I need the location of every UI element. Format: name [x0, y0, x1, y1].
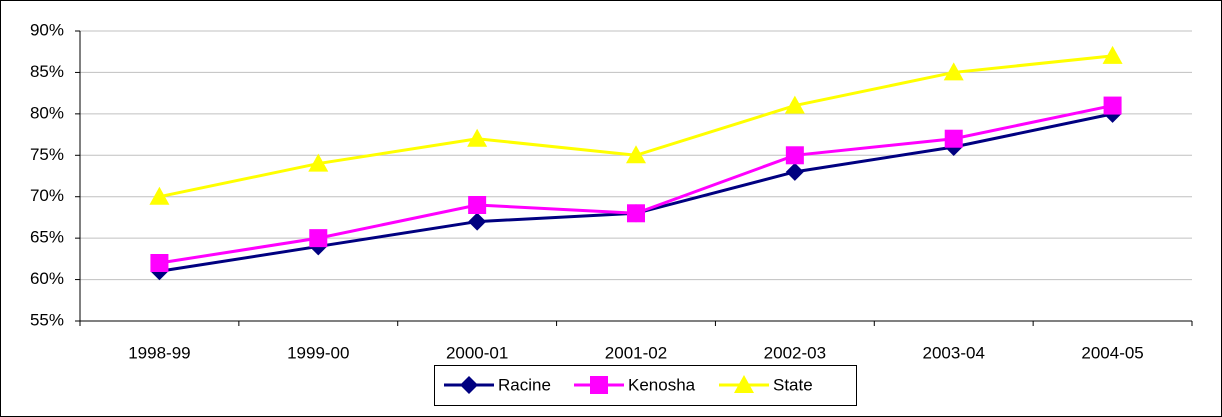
- marker: [1103, 96, 1122, 115]
- marker: [734, 375, 754, 393]
- marker: [627, 204, 645, 223]
- x-tick-label: 1998-99: [128, 343, 190, 362]
- marker: [944, 129, 963, 148]
- x-tick-label: 2001-02: [605, 343, 667, 362]
- marker: [626, 145, 646, 164]
- legend-item: Kenosha: [574, 375, 696, 394]
- marker: [308, 153, 329, 172]
- legend-label: Racine: [498, 375, 551, 394]
- marker: [460, 376, 478, 394]
- x-tick-label: 2004-05: [1081, 343, 1143, 362]
- legend-box: [434, 365, 857, 406]
- marker: [785, 146, 804, 165]
- marker: [590, 376, 608, 394]
- legend-label: State: [773, 375, 813, 394]
- y-tick-label: 55%: [30, 310, 64, 329]
- x-tick-label: 2000-01: [446, 343, 508, 362]
- x-tick-label: 2002-03: [764, 343, 826, 362]
- marker: [784, 95, 805, 114]
- y-tick-label: 80%: [30, 103, 64, 122]
- x-tick-label: 1999-00: [287, 343, 349, 362]
- marker: [468, 196, 487, 214]
- marker: [150, 254, 169, 272]
- legend-item: Racine: [444, 375, 551, 394]
- marker: [467, 128, 488, 147]
- marker: [785, 162, 804, 181]
- y-tick-label: 70%: [30, 186, 64, 205]
- y-tick-label: 90%: [30, 20, 64, 39]
- marker: [943, 62, 964, 81]
- y-tick-label: 65%: [30, 228, 64, 247]
- marker: [468, 212, 487, 231]
- legend-label: Kenosha: [628, 375, 696, 394]
- marker: [1102, 45, 1123, 64]
- y-tick-label: 85%: [30, 62, 64, 81]
- y-tick-label: 60%: [30, 269, 64, 288]
- x-tick-label: 2003-04: [923, 343, 985, 362]
- marker: [149, 186, 170, 205]
- y-tick-label: 75%: [30, 145, 64, 164]
- legend-item: State: [719, 375, 813, 394]
- marker: [309, 229, 328, 248]
